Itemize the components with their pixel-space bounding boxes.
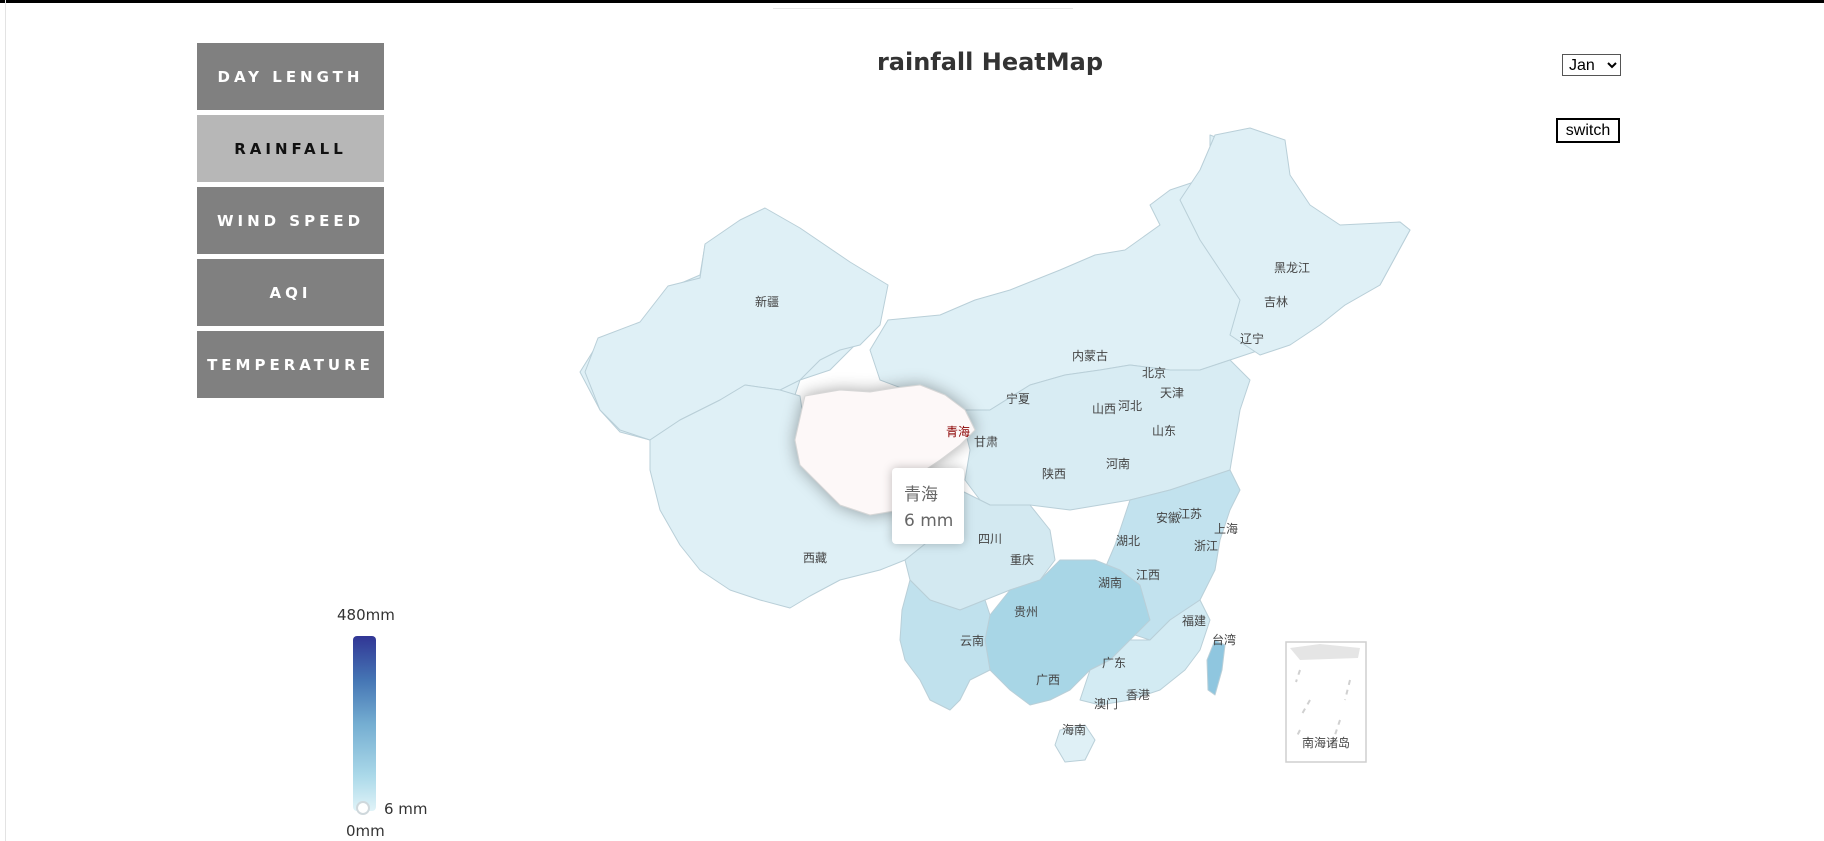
- label-macau: 澳门: [1094, 696, 1118, 711]
- left-divider: [5, 0, 6, 841]
- region-yunnan[interactable]: [899, 579, 991, 711]
- region-hainan[interactable]: [1054, 724, 1096, 763]
- label-guangxi: 广西: [1036, 673, 1060, 687]
- top-divider: [773, 8, 1073, 9]
- nav-day-length-button[interactable]: DAY LENGTH: [197, 43, 384, 110]
- label-tianjin: 天津: [1160, 386, 1184, 400]
- label-xinjiang: 新疆: [755, 294, 779, 309]
- label-yunnan: 云南: [960, 633, 984, 648]
- region-northeast[interactable]: [1179, 127, 1411, 356]
- label-guangdong: 广东: [1102, 656, 1126, 670]
- label-chongqing: 重庆: [1010, 553, 1034, 567]
- label-xizang: 西藏: [803, 551, 827, 565]
- label-jiangxi: 江西: [1136, 568, 1160, 582]
- region-south-coast[interactable]: [1079, 599, 1211, 706]
- label-hebei: 河北: [1118, 399, 1142, 413]
- label-qinghai: 青海: [946, 424, 970, 439]
- province-labels: 新疆 西藏 青海 甘肃 宁夏 内蒙古 黑龙江 吉林 辽宁 北京 天津 河北 山西…: [755, 261, 1350, 750]
- label-shanghai: 上海: [1214, 521, 1238, 536]
- metric-nav: DAY LENGTH RAINFALL WIND SPEED AQI TEMPE…: [197, 43, 384, 403]
- label-shandong: 山东: [1152, 424, 1176, 438]
- nav-aqi-button[interactable]: AQI: [197, 259, 384, 326]
- legend-handle-value: 6 mm: [384, 800, 428, 818]
- label-jilin: 吉林: [1264, 295, 1288, 309]
- switch-button[interactable]: switch: [1556, 118, 1620, 143]
- label-henan: 河南: [1106, 456, 1130, 471]
- label-south-china-sea: 南海诸岛: [1302, 735, 1350, 750]
- label-hunan: 湖南: [1098, 575, 1122, 590]
- nav-wind-speed-button[interactable]: WIND SPEED: [197, 187, 384, 254]
- tooltip-region: 青海: [904, 485, 938, 505]
- legend-handle[interactable]: [356, 801, 370, 815]
- tooltip-value: 6 mm: [904, 511, 954, 531]
- page-title: rainfall HeatMap: [876, 48, 1104, 76]
- region-taiwan[interactable]: [1206, 639, 1226, 696]
- legend-min-label: 0mm: [346, 822, 385, 840]
- label-hainan: 海南: [1062, 722, 1086, 737]
- region-qinghai-highlight[interactable]: [794, 384, 976, 516]
- label-heilongjiang: 黑龙江: [1274, 261, 1310, 275]
- nav-temperature-button[interactable]: TEMPERATURE: [197, 331, 384, 398]
- label-sichuan: 四川: [978, 532, 1002, 546]
- label-zhejiang: 浙江: [1194, 539, 1218, 553]
- south-china-sea-inset: [1285, 641, 1367, 763]
- label-gansu: 甘肃: [974, 435, 998, 449]
- label-hubei: 湖北: [1116, 533, 1140, 548]
- label-shanxi: 山西: [1092, 402, 1116, 416]
- label-taiwan: 台湾: [1212, 632, 1236, 647]
- label-shaanxi: 陕西: [1042, 466, 1066, 481]
- label-anhui: 安徽: [1156, 510, 1180, 525]
- legend-color-bar[interactable]: [353, 636, 376, 811]
- label-ningxia: 宁夏: [1006, 391, 1030, 406]
- top-border: [0, 0, 1824, 3]
- label-liaoning: 辽宁: [1240, 331, 1264, 346]
- label-guizhou: 贵州: [1014, 605, 1038, 619]
- region-tooltip: 青海 6 mm: [892, 468, 964, 544]
- label-beijing: 北京: [1142, 366, 1166, 380]
- label-hongkong: 香港: [1126, 688, 1150, 702]
- label-neimenggu: 内蒙古: [1072, 348, 1108, 363]
- nav-rainfall-button[interactable]: RAINFALL: [197, 115, 384, 182]
- legend-max-label: 480mm: [337, 606, 395, 624]
- label-fujian: 福建: [1182, 613, 1206, 628]
- label-jiangsu: 江苏: [1178, 507, 1202, 521]
- month-select[interactable]: Jan: [1562, 54, 1621, 76]
